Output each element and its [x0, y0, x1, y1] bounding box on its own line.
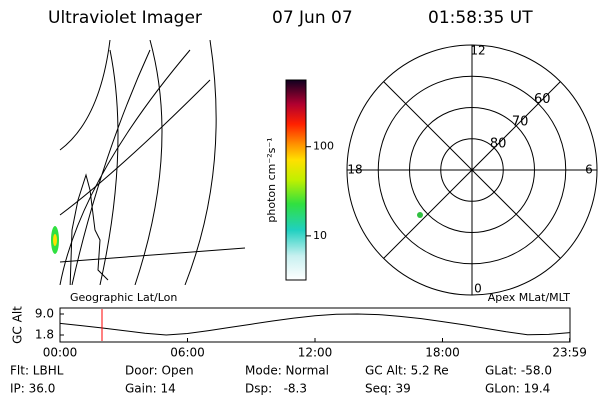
colorbar-tick-label: 10	[313, 229, 327, 242]
lat-label: 80	[490, 136, 507, 151]
status-field: GLon: 19.4	[485, 382, 550, 396]
altitude-line	[59, 313, 571, 336]
map	[51, 40, 246, 285]
map-label: Geographic Lat/Lon	[70, 291, 177, 304]
mlt-label: 18	[347, 163, 362, 177]
lat-label: 60	[534, 92, 551, 107]
colorbar	[285, 79, 307, 281]
x-tick-label: 23:59	[552, 346, 587, 360]
x-tick-label: 06:00	[170, 346, 205, 360]
polar-spoke	[383, 81, 561, 259]
date: 07 Jun 07	[272, 8, 353, 28]
status-field: GLat: -58.0	[485, 364, 552, 378]
x-tick-label: 18:00	[425, 346, 460, 360]
status-field: Door: Open	[125, 364, 194, 378]
status-field: Flt: LBHL	[10, 364, 64, 378]
x-tick-label: 00:00	[43, 346, 78, 360]
y-tick-label: 9.0	[35, 307, 54, 321]
status-field: Dsp: -8.3	[245, 382, 307, 396]
polar-label: Apex MLat/MLT	[488, 291, 571, 304]
mlt-label: 6	[585, 163, 593, 177]
x-tick-label: 12:00	[298, 346, 333, 360]
mlt-label: 12	[470, 44, 485, 58]
colorbar-label: photon cm⁻²s⁻¹	[265, 137, 278, 222]
colorbar-tick-label: 100	[313, 140, 334, 153]
status-field: Seq: 39	[365, 382, 411, 396]
status-field: GC Alt: 5.2 Re	[365, 364, 449, 378]
y-tick-label: 1.8	[35, 328, 54, 342]
title: Ultraviolet Imager	[48, 8, 202, 28]
status-field: Gain: 14	[125, 382, 176, 396]
altitude-frame	[59, 307, 571, 343]
lat-circle	[409, 107, 535, 233]
y-axis-label: GC Alt	[11, 306, 25, 344]
status-field: Mode: Normal	[245, 364, 329, 378]
status-field: IP: 36.0	[10, 382, 55, 396]
polar-plot: 60 70 80 0 6 12 18	[346, 44, 598, 296]
mlt-label: 0	[474, 282, 482, 296]
lat-label: 70	[512, 114, 529, 129]
lat-circle	[377, 75, 567, 265]
time: 01:58:35 UT	[428, 8, 533, 28]
lat-circle	[440, 138, 504, 202]
